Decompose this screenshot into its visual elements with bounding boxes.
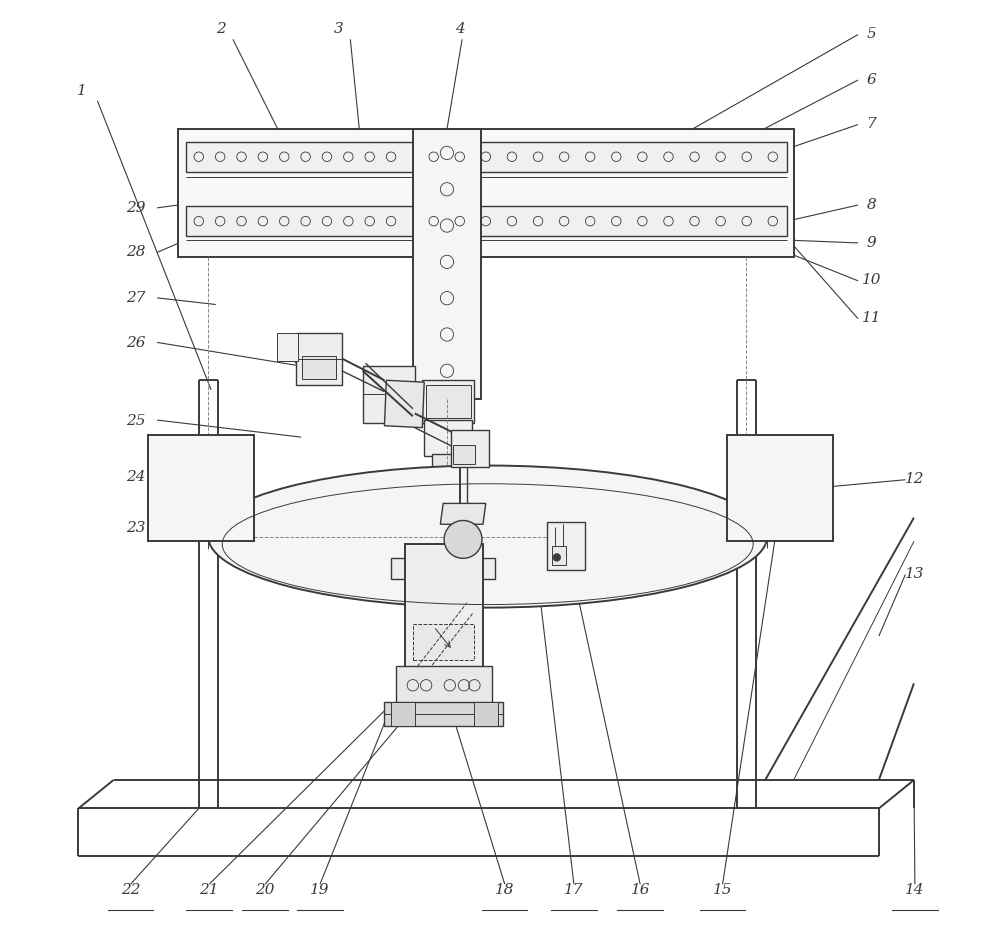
Text: 22: 22 [121, 883, 140, 897]
Text: 21: 21 [199, 883, 219, 897]
Text: 8: 8 [866, 198, 876, 212]
Bar [419, 578, 467, 600]
Bar [363, 366, 415, 423]
Text: 24: 24 [126, 470, 145, 484]
Text: 23: 23 [126, 521, 145, 535]
Text: 3: 3 [334, 23, 344, 36]
Text: 26: 26 [126, 336, 145, 350]
Text: 9: 9 [866, 236, 876, 250]
Text: 15: 15 [713, 883, 732, 897]
Text: 19: 19 [310, 883, 330, 897]
Text: 14: 14 [905, 883, 925, 897]
Bar [391, 702, 415, 726]
Circle shape [553, 554, 561, 561]
Text: 11: 11 [862, 312, 881, 325]
Ellipse shape [208, 466, 767, 608]
Bar [474, 702, 498, 726]
Bar [424, 420, 472, 456]
Text: 29: 29 [126, 200, 145, 215]
Bar [413, 624, 474, 659]
Text: 13: 13 [905, 567, 925, 581]
Bar [296, 332, 342, 385]
Text: 20: 20 [255, 883, 275, 897]
Polygon shape [384, 380, 424, 428]
Polygon shape [440, 504, 486, 524]
Text: 27: 27 [126, 291, 145, 305]
Bar [547, 522, 585, 570]
Text: 25: 25 [126, 413, 145, 428]
Bar [178, 129, 794, 257]
Bar [453, 445, 475, 464]
Text: 28: 28 [126, 245, 145, 259]
Text: 5: 5 [866, 28, 876, 41]
Bar [552, 546, 566, 565]
Text: 7: 7 [866, 117, 876, 131]
Bar [302, 355, 336, 379]
Circle shape [444, 521, 482, 559]
Bar [413, 129, 481, 399]
Text: 18: 18 [495, 883, 514, 897]
Text: 10: 10 [862, 274, 881, 288]
Bar [727, 435, 833, 542]
Bar [426, 385, 471, 418]
Bar [451, 429, 489, 467]
Text: 12: 12 [905, 472, 925, 486]
Bar [384, 702, 503, 726]
Bar [419, 596, 467, 613]
Bar [432, 454, 464, 475]
Bar [405, 544, 483, 669]
Text: 6: 6 [866, 72, 876, 86]
Text: 4: 4 [455, 23, 465, 36]
Bar [391, 559, 495, 580]
Bar [186, 206, 787, 237]
Text: 16: 16 [630, 883, 650, 897]
Text: 1: 1 [76, 84, 86, 98]
Text: 17: 17 [564, 883, 584, 897]
Bar [148, 435, 254, 542]
Bar [422, 380, 474, 423]
Text: 2: 2 [216, 23, 225, 36]
Bar [277, 332, 298, 361]
Bar [186, 142, 787, 172]
Bar [396, 666, 492, 704]
